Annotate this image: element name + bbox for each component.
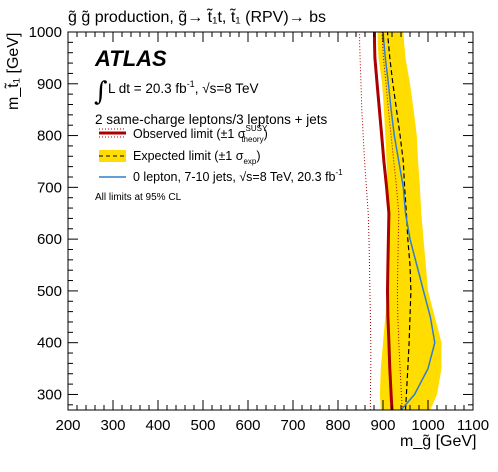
axis-ticks-layer: 200 300 400 500 600 700 800 900 1000 1100 300 400 50…	[29, 24, 490, 434]
y-tick-label: 1000	[29, 24, 62, 41]
x-tick-label: 600	[235, 417, 260, 434]
y-tick-label: 600	[37, 231, 62, 248]
series-line-expected-limit-1-exp	[386, 31, 412, 411]
legend-observed-close: )	[264, 127, 268, 141]
integral-sign: ∫	[94, 77, 108, 107]
series-line-observed-limit-1-theory	[359, 32, 372, 410]
legend-expected-sub: exp	[243, 157, 256, 166]
legend: Observed limit (±1 σSUSY theory) Expected…	[99, 124, 343, 184]
lumi-sup: -1	[187, 79, 195, 89]
y-tick-label: 900	[37, 76, 62, 93]
y-axis-title: m_t̃₁ [GeV]	[3, 33, 22, 110]
x-tick-label: 1000	[411, 417, 444, 434]
x-tick-label: 300	[100, 417, 125, 434]
y-tick-label: 300	[37, 386, 62, 403]
legend-observed-label: Observed limit (±1 σSUSY theory)	[133, 124, 268, 144]
x-tick-label: 900	[370, 417, 395, 434]
y-tick-label: 800	[37, 128, 62, 145]
legend-observed-sup: SUSY	[246, 124, 268, 133]
x-tick-label: 1100	[457, 417, 489, 434]
footnote: All limits at 95% CL	[95, 192, 182, 203]
limit-lines-layer	[359, 31, 436, 411]
legend-zero-lepton-label: 0 lepton, 7-10 jets, √s=8 TeV, 20.3 fb-1	[133, 168, 343, 184]
legend-zero-lepton-main: 0 lepton, 7-10 jets, √s=8 TeV, 20.3 fb	[133, 170, 336, 184]
legend-zero-lepton-sup: -1	[336, 168, 344, 177]
lumi-main: L dt = 20.3 fb	[108, 81, 187, 96]
x-tick-label: 400	[145, 417, 170, 434]
x-axis-title-text: m_g̃ [GeV]	[400, 433, 476, 450]
x-tick-label: 500	[190, 417, 215, 434]
lumi-label: L dt = 20.3 fb-1, √s=8 TeV	[108, 79, 259, 96]
x-tick-label: 800	[325, 417, 350, 434]
chart-title: g̃ g̃ production, g̃→ t̃₁t, t̃₁ (RPV)→ b…	[68, 7, 326, 26]
y-axis-title-text: m_t̃₁ [GeV]	[3, 33, 22, 110]
selection-label: 2 same-charge leptons/3 leptons + jets	[95, 112, 328, 127]
legend-expected-main: Expected limit (±1 σ	[133, 149, 244, 163]
plot-frame	[67, 31, 474, 411]
series-line-0-lepton-7-10-jets-s-8-tev-20-3-fb	[382, 31, 436, 411]
legend-expected-close: )	[256, 149, 260, 163]
x-axis-title: m_g̃ [GeV]	[400, 433, 476, 450]
y-tick-label: 400	[37, 335, 62, 352]
legend-observed-sub: theory	[241, 135, 263, 144]
y-tick-label: 700	[37, 179, 62, 196]
legend-observed-main: Observed limit (±1 σ	[133, 127, 246, 141]
legend-expected-band-swatch	[99, 150, 126, 162]
x-tick-label: 700	[280, 417, 305, 434]
y-tick-label: 500	[37, 283, 62, 300]
x-tick-label: 200	[55, 417, 80, 434]
legend-expected-label: Expected limit (±1 σexp)	[133, 149, 261, 166]
series-line-observed-limit-1-theory-susy	[373, 32, 394, 411]
experiment-label: ATLAS	[94, 46, 167, 71]
lumi-tail: , √s=8 TeV	[195, 81, 259, 96]
